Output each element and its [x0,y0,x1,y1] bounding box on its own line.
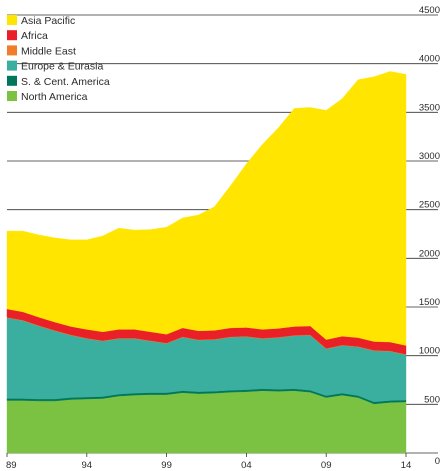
y-tick-label: 2000 [419,248,440,259]
y-tick-label: 4000 [419,54,440,65]
y-tick-label: 3500 [419,102,440,113]
legend-swatch [7,30,17,41]
x-tick-label: 14 [401,460,412,471]
legend-label: Europe & Eurasia [21,61,103,73]
area-asia-pacific [6,71,407,346]
x-tick-label: 89 [6,460,17,471]
legend-label: Africa [21,30,48,42]
y-tick-label: 1500 [419,297,440,308]
legend-swatch [7,75,17,86]
y-tick-label: 2500 [419,200,440,211]
y-tick-label: 1000 [419,346,440,357]
legend-swatch [7,60,17,71]
legend-label: S. & Cent. America [21,76,110,88]
x-tick-label: 94 [82,460,93,471]
legend-swatch [7,45,17,56]
legend-label: Asia Pacific [21,15,75,27]
legend-swatch [7,91,17,101]
y-tick-label: 3000 [419,151,440,162]
legend-label: Middle East [21,45,76,57]
x-tick-label: 99 [161,460,172,471]
legend-swatch [7,15,17,25]
x-tick-label: 04 [241,460,252,471]
y-tick-label: 0 [435,456,440,467]
x-axis-ticks: 89 94 99 04 09 14 [6,453,411,471]
area-series [6,71,407,454]
area-north-america [6,390,407,454]
x-tick-label: 09 [321,460,332,471]
legend: Asia Pacific Africa Middle East Europe & Eu… [7,15,110,103]
y-axis-ticks: 0 500 1000 1500 2000 2500 3000 3500 4000 4500 [419,5,440,467]
y-tick-label: 4500 [419,5,440,16]
y-tick-label: 500 [424,394,440,405]
legend-label: North America [21,91,88,103]
